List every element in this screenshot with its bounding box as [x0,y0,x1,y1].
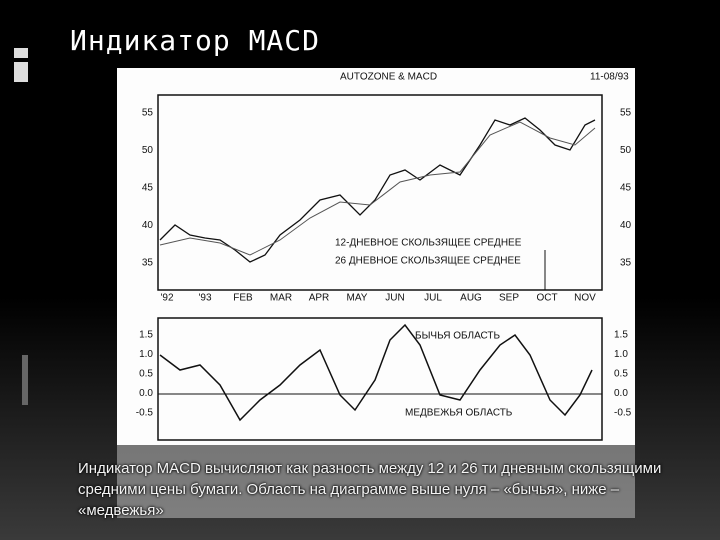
price-tick-label: 45 [620,183,632,194]
macd-tick-label: 0.0 [614,388,628,399]
chart-image-faded [117,445,635,518]
month-label: MAR [270,293,292,304]
legend-label: 26 ДНЕВНОЕ СКОЛЬЗЯЩЕЕ СРЕДНЕЕ [335,256,521,267]
month-label: JUL [424,293,442,304]
macd-tick-label: 1.5 [614,330,628,341]
month-label: MAY [347,293,368,304]
price-tick-label: 35 [142,258,154,269]
price-tick-label: 55 [142,108,154,119]
month-label: '93 [198,293,211,304]
month-label: NOV [574,293,596,304]
macd-tick-label: 0.5 [614,369,628,380]
macd-tick-label: 0.5 [139,369,153,380]
price-line [159,117,596,263]
macd-frame [157,317,603,441]
slide-title: Индикатор MACD [70,24,321,57]
figure-header: AUTOZONE & MACD [340,72,437,83]
macd-tick-label: 1.5 [139,330,153,341]
macd-tick-label: 1.0 [139,349,153,360]
month-label: OCT [536,293,557,304]
bull-label: БЫЧЬЯ ОБЛАСТЬ [415,331,501,342]
chart-image [117,68,635,445]
month-label: FEB [233,293,253,304]
average-line [159,121,596,256]
price-tick-label: 40 [142,220,154,231]
price-tick-label: 40 [620,220,632,231]
month-label: JUN [385,293,404,304]
caption: Индикатор MACD вычисляют как разность ме… [78,460,662,519]
macd-tick-label: 0.0 [139,388,153,399]
bear-label: МЕДВЕЖЬЯ ОБЛАСТЬ [405,408,513,419]
month-label: AUG [460,293,482,304]
macd-line [159,323,593,422]
month-label: SEP [499,293,519,304]
legend-label: 12-ДНЕВНОЕ СКОЛЬЗЯЩЕЕ СРЕДНЕЕ [335,238,522,249]
price-tick-label: 35 [620,258,632,269]
price-tick-label: 55 [620,108,632,119]
price-tick-label: 50 [620,145,632,156]
decor [14,62,28,82]
month-label: '92 [160,293,173,304]
price-frame [157,94,603,291]
price-tick-label: 45 [142,183,154,194]
month-label: APR [309,293,330,304]
figure-date: 11-08/93 [590,72,629,83]
price-tick-label: 50 [142,145,154,156]
decor [22,355,28,405]
decor [14,48,28,58]
macd-tick-label: 1.0 [614,349,628,360]
macd-tick-label: -0.5 [136,408,154,419]
macd-tick-label: -0.5 [614,408,632,419]
